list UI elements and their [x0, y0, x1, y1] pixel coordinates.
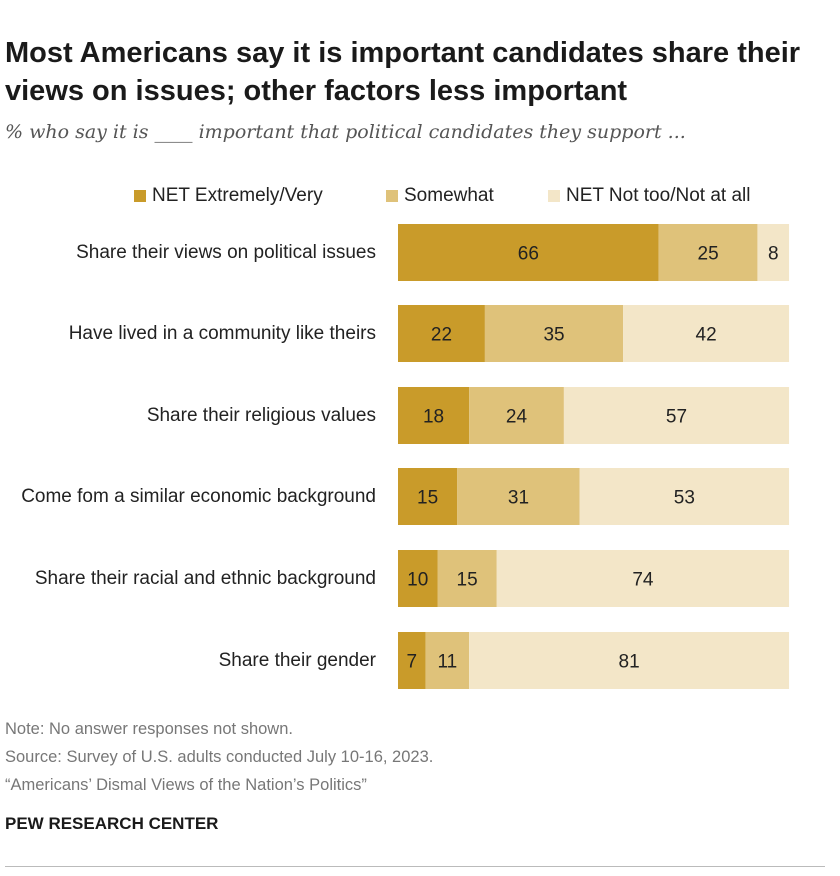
row-label-share-their-views-on-political-issues: Share their views on political issues	[76, 241, 376, 263]
bar-extremely-very-share-their-religious-values	[398, 387, 470, 444]
bottom-rule	[5, 866, 825, 867]
row-label-share-their-gender: Share their gender	[218, 649, 376, 671]
data-label-extremely-very-share-their-gender: 7	[407, 652, 418, 673]
note-text: Note: No answer responses not shown.	[5, 720, 293, 738]
legend-swatch-somewhat	[386, 190, 398, 202]
organization-name: PEW RESEARCH CENTER	[5, 814, 219, 833]
bar-extremely-very-share-their-racial-and-ethnic-background	[398, 550, 438, 607]
bar-somewhat-have-lived-in-a-community-like-theirs	[484, 305, 624, 362]
row-label-share-their-religious-values: Share their religious values	[146, 404, 376, 426]
data-label-somewhat-share-their-religious-values: 24	[506, 407, 528, 428]
legend-swatch-not-too	[548, 190, 560, 202]
bar-not-too-have-lived-in-a-community-like-theirs	[623, 305, 790, 362]
data-label-not-too-share-their-views-on-political-issues: 8	[768, 244, 779, 265]
legend-item-somewhat: Somewhat	[386, 182, 494, 210]
data-label-somewhat-share-their-views-on-political-issues: 25	[698, 244, 719, 265]
bar-extremely-very-come-fom-a-similar-economic-background	[398, 468, 458, 525]
data-label-extremely-very-come-fom-a-similar-economic-background: 15	[417, 488, 438, 509]
data-label-not-too-have-lived-in-a-community-like-theirs: 42	[696, 325, 717, 346]
legend-label-not-too: NET Not too/Not at all	[566, 185, 751, 206]
data-label-extremely-very-share-their-racial-and-ethnic-background: 10	[407, 570, 428, 591]
bar-not-too-share-their-views-on-political-issues	[757, 224, 790, 281]
report-title-text: “Americans’ Dismal Views of the Nation’s…	[5, 776, 367, 794]
legend: NET Extremely/Very Somewhat NET Not too/…	[0, 182, 840, 210]
bar-not-too-share-their-religious-values	[563, 387, 790, 444]
source-text: Source: Survey of U.S. adults conducted …	[5, 748, 434, 766]
legend-item-extremely-very: NET Extremely/Very	[134, 182, 323, 210]
legend-label-somewhat: Somewhat	[404, 185, 494, 206]
row-label-have-lived-in-a-community-like-theirs: Have lived in a community like theirs	[68, 322, 376, 344]
data-label-somewhat-share-their-racial-and-ethnic-background: 15	[457, 570, 478, 591]
data-label-not-too-share-their-racial-and-ethnic-background: 74	[632, 570, 654, 591]
bar-extremely-very-have-lived-in-a-community-like-theirs	[398, 305, 485, 362]
bar-extremely-very-share-their-views-on-political-issues	[398, 224, 659, 281]
data-label-not-too-share-their-religious-values: 57	[666, 407, 687, 428]
bar-extremely-very-share-their-gender	[398, 632, 426, 689]
row-label-come-fom-a-similar-economic-background: Come fom a similar economic background	[21, 485, 376, 507]
legend-label-extremely-very: NET Extremely/Very	[152, 185, 323, 206]
legend-swatch-extremely-very	[134, 190, 146, 202]
data-label-not-too-come-fom-a-similar-economic-background: 53	[674, 488, 695, 509]
bar-somewhat-share-their-views-on-political-issues	[658, 224, 758, 281]
bar-not-too-share-their-gender	[469, 632, 790, 689]
bar-somewhat-share-their-racial-and-ethnic-background	[437, 550, 497, 607]
data-label-extremely-very-share-their-religious-values: 18	[423, 407, 444, 428]
bar-somewhat-share-their-religious-values	[469, 387, 564, 444]
legend-item-not-too: NET Not too/Not at all	[548, 182, 750, 210]
data-label-somewhat-share-their-gender: 11	[438, 652, 458, 673]
data-label-extremely-very-share-their-views-on-political-issues: 66	[518, 244, 539, 265]
data-label-not-too-share-their-gender: 81	[619, 652, 640, 673]
data-label-somewhat-come-fom-a-similar-economic-background: 31	[508, 488, 529, 509]
row-label-share-their-racial-and-ethnic-background: Share their racial and ethnic background	[34, 567, 376, 589]
chart-subtitle: % who say it is ____ important that poli…	[5, 121, 686, 143]
bar-not-too-share-their-racial-and-ethnic-background	[496, 550, 790, 607]
bar-somewhat-come-fom-a-similar-economic-background	[457, 468, 580, 525]
bar-somewhat-share-their-gender	[425, 632, 470, 689]
bar-not-too-come-fom-a-similar-economic-background	[579, 468, 790, 525]
data-label-somewhat-have-lived-in-a-community-like-theirs: 35	[543, 325, 564, 346]
chart-title: Most Americans say it is important candi…	[5, 37, 801, 107]
data-label-extremely-very-have-lived-in-a-community-like-theirs: 22	[431, 325, 452, 346]
